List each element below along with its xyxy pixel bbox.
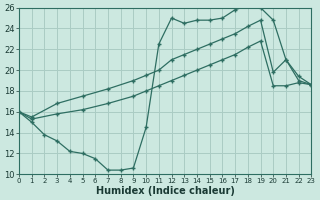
X-axis label: Humidex (Indice chaleur): Humidex (Indice chaleur) (96, 186, 235, 196)
